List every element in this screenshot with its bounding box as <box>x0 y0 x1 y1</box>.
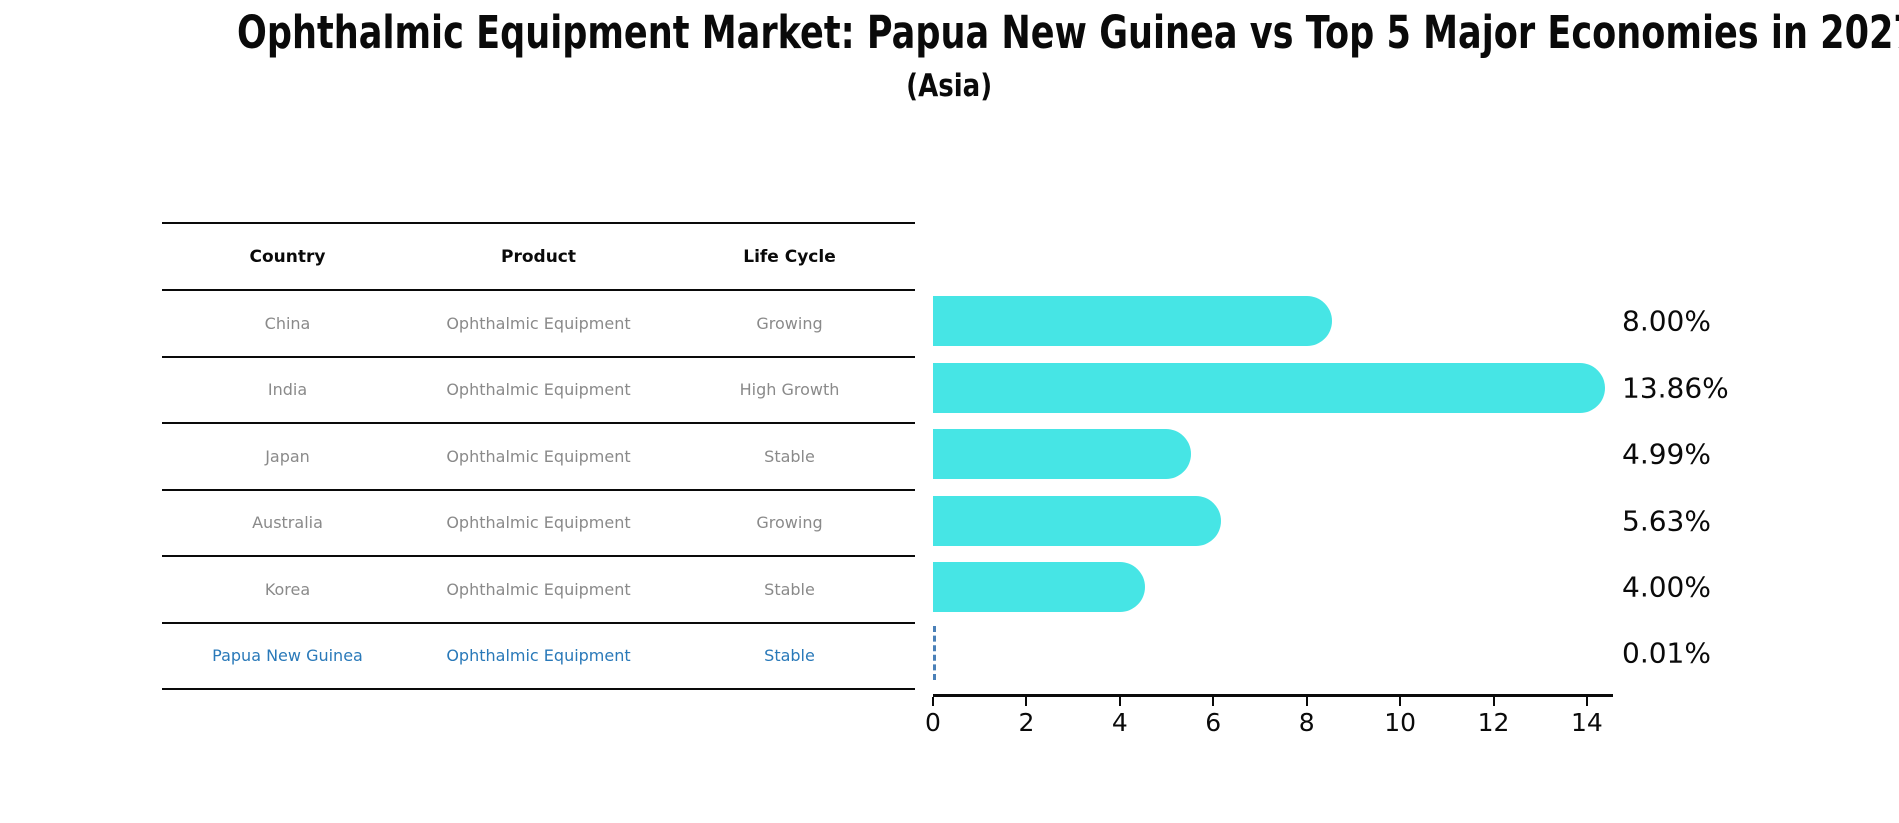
cell-product: Ophthalmic Equipment <box>446 446 631 466</box>
table-row-japan: Japan Ophthalmic Equipment Stable <box>162 424 915 491</box>
cell-product: Ophthalmic Equipment <box>446 380 631 400</box>
x-axis-tick-label: 10 <box>1384 708 1416 737</box>
table-row-india: India Ophthalmic Equipment High Growth <box>162 358 915 424</box>
cell-life-cycle: Stable <box>764 646 815 666</box>
x-axis-tick <box>1305 697 1308 706</box>
x-axis-tick-label: 8 <box>1298 708 1315 737</box>
cell-product: Ophthalmic Equipment <box>446 313 631 333</box>
x-axis-tick-label: 0 <box>925 708 941 737</box>
cell-life-cycle: Growing <box>756 513 823 533</box>
x-axis-tick <box>932 697 934 706</box>
cell-product: Ophthalmic Equipment <box>446 579 631 599</box>
value-label-india: 13.86% <box>1622 371 1729 405</box>
value-label-papua-new-guinea: 0.01% <box>1622 636 1711 670</box>
page-title: Ophthalmic Equipment Market: Papua New G… <box>237 6 1899 59</box>
cell-country: India <box>267 380 308 400</box>
cell-life-cycle: Growing <box>756 313 823 333</box>
col-header-country: Country <box>249 246 326 267</box>
cell-country: Japan <box>265 446 310 466</box>
x-axis-tick <box>1212 697 1215 706</box>
value-label-korea: 4.00% <box>1622 570 1711 604</box>
cell-country: Australia <box>252 513 323 533</box>
page-title-row: Ophthalmic Equipment Market: Papua New G… <box>0 6 1899 59</box>
col-header-product: Product <box>501 246 576 267</box>
bar-australia <box>933 495 1221 546</box>
table-header-row: Country Product Life Cycle <box>162 224 915 291</box>
x-axis-tick-label: 6 <box>1205 708 1222 737</box>
value-label-japan: 4.99% <box>1622 437 1711 471</box>
x-axis-tick-label: 2 <box>1018 708 1035 737</box>
cell-country: Papua New Guinea <box>212 646 363 666</box>
table-row-china: China Ophthalmic Equipment Growing <box>162 291 915 358</box>
bar-india <box>933 362 1606 413</box>
bar-china <box>933 296 1332 347</box>
x-axis-tick-label: 14 <box>1571 708 1603 737</box>
country-table: Country Product Life Cycle China Ophthal… <box>162 222 915 690</box>
x-axis-tick <box>1492 697 1495 706</box>
x-axis-tick <box>1399 697 1402 706</box>
table-row-papua-new-guinea: Papua New Guinea Ophthalmic Equipment St… <box>162 624 915 690</box>
value-label-china: 8.00% <box>1622 304 1711 338</box>
cell-life-cycle: Stable <box>764 446 815 466</box>
bar-japan <box>933 429 1192 480</box>
cell-product: Ophthalmic Equipment <box>446 513 631 533</box>
cell-life-cycle: High Growth <box>739 380 840 400</box>
cell-life-cycle: Stable <box>764 579 815 599</box>
cell-product: Ophthalmic Equipment <box>446 646 631 666</box>
value-label-australia: 5.63% <box>1622 504 1711 537</box>
table-row-korea: Korea Ophthalmic Equipment Stable <box>162 557 915 624</box>
col-header-life-cycle: Life Cycle <box>743 246 836 267</box>
page-subtitle-row: (Asia) <box>0 68 1899 104</box>
cell-country: Korea <box>264 579 311 599</box>
bar-papua-new-guinea <box>933 626 936 681</box>
x-axis-tick-label: 12 <box>1477 708 1510 737</box>
page-subtitle: (Asia) <box>906 68 993 104</box>
x-axis-line <box>933 694 1613 697</box>
bar-korea <box>933 561 1145 612</box>
x-axis-tick <box>1585 697 1588 706</box>
cell-country: China <box>264 313 311 333</box>
x-axis-tick-label: 4 <box>1111 708 1128 737</box>
table-row-australia: Australia Ophthalmic Equipment Growing <box>162 491 915 557</box>
x-axis-tick <box>1025 697 1028 706</box>
x-axis-tick <box>1118 697 1121 706</box>
